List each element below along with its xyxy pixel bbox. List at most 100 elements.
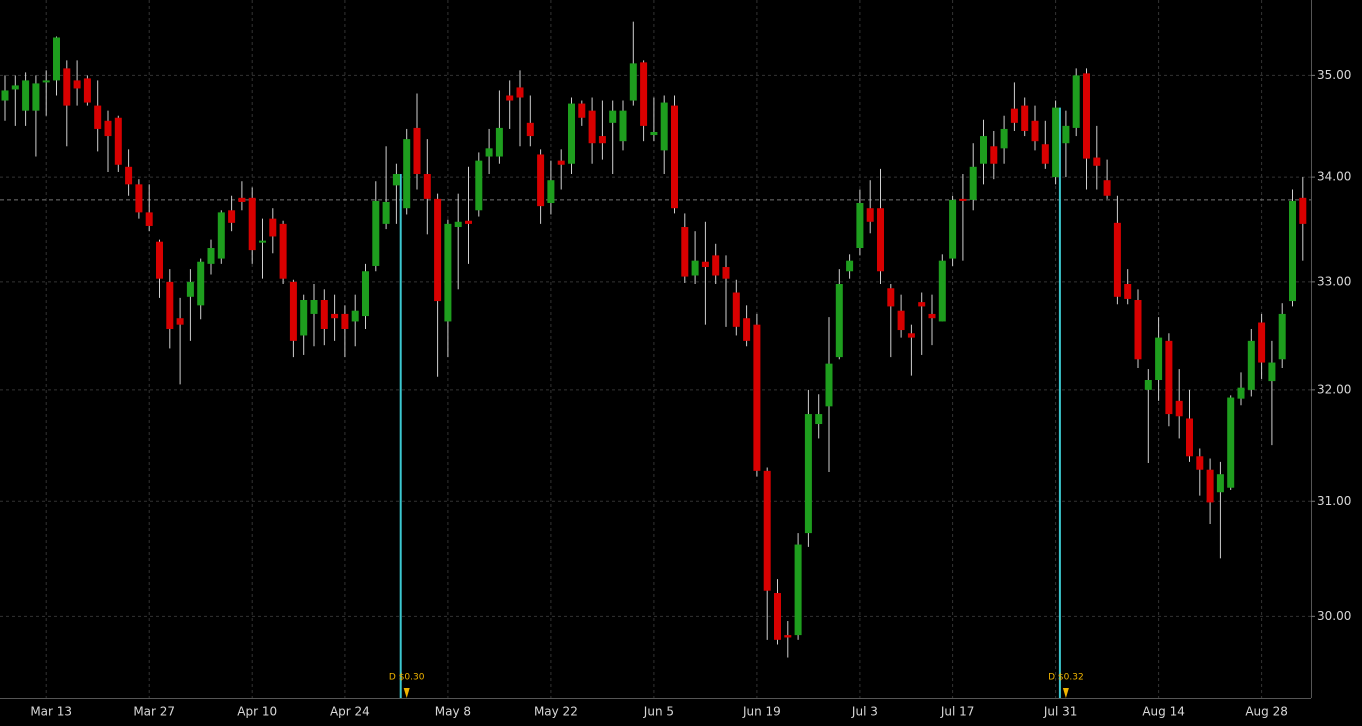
candle-body <box>73 80 81 89</box>
candle-body <box>186 281 194 297</box>
candle-body <box>166 281 174 329</box>
candle-body <box>135 184 143 213</box>
candle-body <box>938 260 946 322</box>
candle-body <box>238 197 246 202</box>
candle-body <box>887 288 895 307</box>
candle-body <box>465 220 472 224</box>
x-tick-label: Apr 24 <box>330 705 370 719</box>
candle-body <box>11 85 19 90</box>
candle-body <box>609 110 617 123</box>
candle-body <box>1041 144 1049 164</box>
candle-body <box>197 261 205 306</box>
candle-body <box>804 414 812 534</box>
candle-body <box>382 201 390 224</box>
candle-body <box>1000 128 1008 149</box>
candle-body <box>907 333 915 338</box>
candle-body <box>1175 400 1183 417</box>
y-tick-label: 30.00 <box>1317 609 1351 623</box>
candle-body <box>1052 107 1060 178</box>
candle-body <box>774 593 781 640</box>
candle-body <box>619 110 627 142</box>
candle-body <box>1206 469 1214 503</box>
candle-body <box>1227 397 1235 488</box>
candle-body <box>969 166 977 200</box>
x-tick-label: Jul 17 <box>940 705 975 719</box>
candle-body <box>269 218 277 237</box>
candle-body <box>1155 337 1163 381</box>
candle-body <box>640 62 648 126</box>
candle-body <box>743 318 751 341</box>
event-marker <box>403 688 410 698</box>
x-tick-label: Jul 3 <box>851 705 878 719</box>
candle-body <box>980 136 987 164</box>
candle-body <box>835 284 843 358</box>
candle-body <box>928 313 936 319</box>
candle-body <box>681 227 689 277</box>
candle-body <box>1113 222 1121 297</box>
candle-body <box>763 470 771 591</box>
candle-body <box>145 212 153 226</box>
x-tick-label: Mar 13 <box>30 705 72 719</box>
candle-body <box>434 198 442 302</box>
candle-body <box>1083 73 1090 159</box>
candle-body <box>598 136 606 144</box>
candle-body <box>1299 197 1307 224</box>
x-tick-label: Apr 10 <box>237 705 277 719</box>
candle-body <box>1021 105 1029 131</box>
candle-body <box>949 199 957 259</box>
candle-body <box>1289 200 1296 302</box>
candle-body <box>1 90 9 101</box>
candle-body <box>300 299 308 336</box>
candle-body <box>454 221 462 228</box>
x-tick-label: Aug 14 <box>1142 705 1185 719</box>
x-tick-label: Aug 28 <box>1245 705 1288 719</box>
candle-body <box>722 267 730 279</box>
candle-body <box>1165 340 1173 415</box>
candle-body <box>1010 108 1018 123</box>
candle-body <box>125 166 133 185</box>
candle-body <box>114 117 122 165</box>
candle-body <box>701 261 709 268</box>
candle-body <box>526 122 534 137</box>
candle-body <box>22 80 30 111</box>
candle-body <box>1268 362 1276 382</box>
candle-body <box>732 292 740 327</box>
candle-body <box>310 299 318 314</box>
candle-body <box>547 180 555 204</box>
candle-body <box>1103 180 1111 196</box>
candle-body <box>403 139 411 209</box>
candle-body <box>557 160 565 165</box>
event-label: D $0.30 <box>389 673 425 683</box>
candle-body <box>815 414 823 425</box>
candle-body <box>1237 387 1245 399</box>
event-label: D $0.32 <box>1048 673 1084 683</box>
candle-body <box>94 105 102 129</box>
candle-body <box>423 174 431 199</box>
candle-body <box>1093 157 1101 166</box>
candle-body <box>959 198 967 201</box>
candle-body <box>1031 120 1039 142</box>
candle-body <box>362 271 369 317</box>
candle-body <box>495 127 503 157</box>
candle-body <box>691 260 699 276</box>
x-tick-label: Jun 5 <box>643 705 674 719</box>
candle-body <box>588 110 596 144</box>
candle-body <box>320 299 328 329</box>
candle-body <box>650 131 658 136</box>
candle-body <box>289 281 297 341</box>
candle-body <box>1072 75 1080 128</box>
candle-body <box>671 105 678 209</box>
candle-body <box>248 197 256 251</box>
candle-body <box>918 302 926 307</box>
candle-body <box>537 154 545 207</box>
candle-body <box>351 310 359 322</box>
event-marker <box>1062 688 1069 698</box>
candle-body <box>877 208 884 272</box>
candle-body <box>53 37 60 81</box>
candle-body <box>444 223 452 322</box>
y-tick-label: 31.00 <box>1317 494 1351 508</box>
x-tick-label: Jul 31 <box>1043 705 1078 719</box>
candle-body <box>1196 456 1204 470</box>
